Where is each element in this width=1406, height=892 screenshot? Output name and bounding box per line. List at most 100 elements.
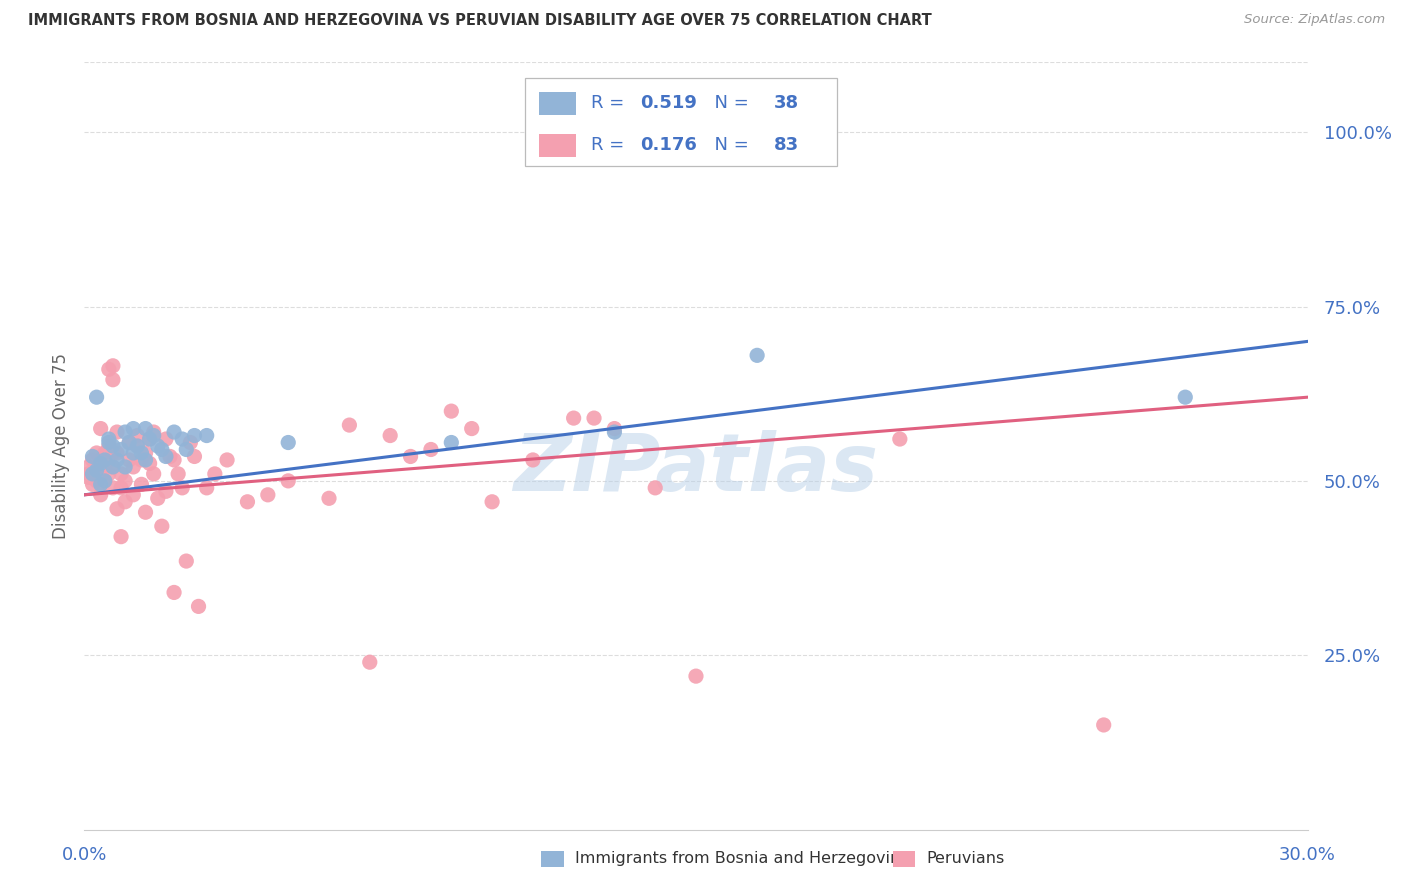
Point <box>82 467 104 481</box>
Point <box>101 459 124 474</box>
Text: IMMIGRANTS FROM BOSNIA AND HERZEGOVINA VS PERUVIAN DISABILITY AGE OVER 75 CORREL: IMMIGRANTS FROM BOSNIA AND HERZEGOVINA V… <box>28 13 932 29</box>
Point <box>93 459 115 474</box>
Point <box>101 439 124 453</box>
Point <box>93 446 115 460</box>
Point <box>86 390 108 404</box>
Point <box>114 459 136 474</box>
Point <box>163 453 186 467</box>
Point <box>82 453 104 467</box>
Point <box>90 477 112 491</box>
Point <box>114 495 136 509</box>
Point <box>93 474 115 488</box>
Point <box>127 439 149 453</box>
Point <box>86 459 108 474</box>
Point <box>86 446 108 460</box>
Point <box>179 435 201 450</box>
Point <box>167 467 190 481</box>
Point <box>187 599 209 614</box>
Point <box>110 467 132 481</box>
Point <box>97 453 120 467</box>
Point <box>155 450 177 464</box>
Point <box>101 359 124 373</box>
Point <box>150 519 173 533</box>
Point <box>122 421 145 435</box>
Point <box>461 421 484 435</box>
Point <box>172 481 194 495</box>
Point <box>135 453 157 467</box>
Point <box>155 432 177 446</box>
Point <box>118 453 141 467</box>
Point <box>277 435 299 450</box>
Point <box>105 501 128 516</box>
Point <box>101 459 124 474</box>
Point <box>183 450 205 464</box>
Point <box>155 484 177 499</box>
Point <box>277 474 299 488</box>
Point <box>110 442 132 457</box>
Point <box>97 432 120 446</box>
Point <box>101 373 124 387</box>
Point <box>195 428 218 442</box>
Point <box>481 495 503 509</box>
Point <box>93 453 115 467</box>
Point <box>90 467 112 481</box>
Text: R =: R = <box>591 136 630 154</box>
Point <box>131 446 153 460</box>
Point <box>118 435 141 450</box>
Point <box>142 425 165 439</box>
Point <box>889 432 911 446</box>
Point <box>522 453 544 467</box>
Point <box>138 432 160 446</box>
Point <box>685 669 707 683</box>
Text: 0.176: 0.176 <box>640 136 696 154</box>
Point <box>318 491 340 506</box>
Point <box>86 463 108 477</box>
Point <box>114 474 136 488</box>
Point <box>359 655 381 669</box>
Point <box>257 488 280 502</box>
Point <box>135 421 157 435</box>
Point <box>97 439 120 453</box>
Text: N =: N = <box>703 94 755 112</box>
Point <box>339 418 361 433</box>
Point <box>603 425 626 439</box>
Point <box>236 495 259 509</box>
Point <box>159 450 181 464</box>
Point <box>105 425 128 439</box>
Point <box>135 505 157 519</box>
Point <box>90 488 112 502</box>
Point <box>440 435 463 450</box>
Point <box>97 435 120 450</box>
Text: R =: R = <box>591 94 630 112</box>
Point <box>142 467 165 481</box>
Point <box>644 481 666 495</box>
Point <box>82 467 104 481</box>
Point <box>420 442 443 457</box>
Point <box>163 585 186 599</box>
Point <box>1092 718 1115 732</box>
Text: Source: ZipAtlas.com: Source: ZipAtlas.com <box>1244 13 1385 27</box>
Point <box>747 348 769 362</box>
Point <box>142 428 165 442</box>
Point <box>399 450 422 464</box>
Point <box>127 439 149 453</box>
Point <box>90 453 112 467</box>
Point <box>1174 390 1197 404</box>
Point <box>174 554 197 568</box>
Text: Peruvians: Peruvians <box>927 852 1005 866</box>
FancyBboxPatch shape <box>540 134 576 157</box>
Point <box>101 481 124 495</box>
Point <box>118 435 141 450</box>
Point <box>603 421 626 435</box>
Point <box>105 446 128 460</box>
Point <box>82 477 104 491</box>
Point <box>150 442 173 457</box>
Point <box>122 446 145 460</box>
Point <box>172 432 194 446</box>
Point <box>440 404 463 418</box>
Point <box>135 446 157 460</box>
Point <box>131 453 153 467</box>
Point <box>90 457 112 471</box>
Point <box>114 425 136 439</box>
Y-axis label: Disability Age Over 75: Disability Age Over 75 <box>52 353 70 539</box>
